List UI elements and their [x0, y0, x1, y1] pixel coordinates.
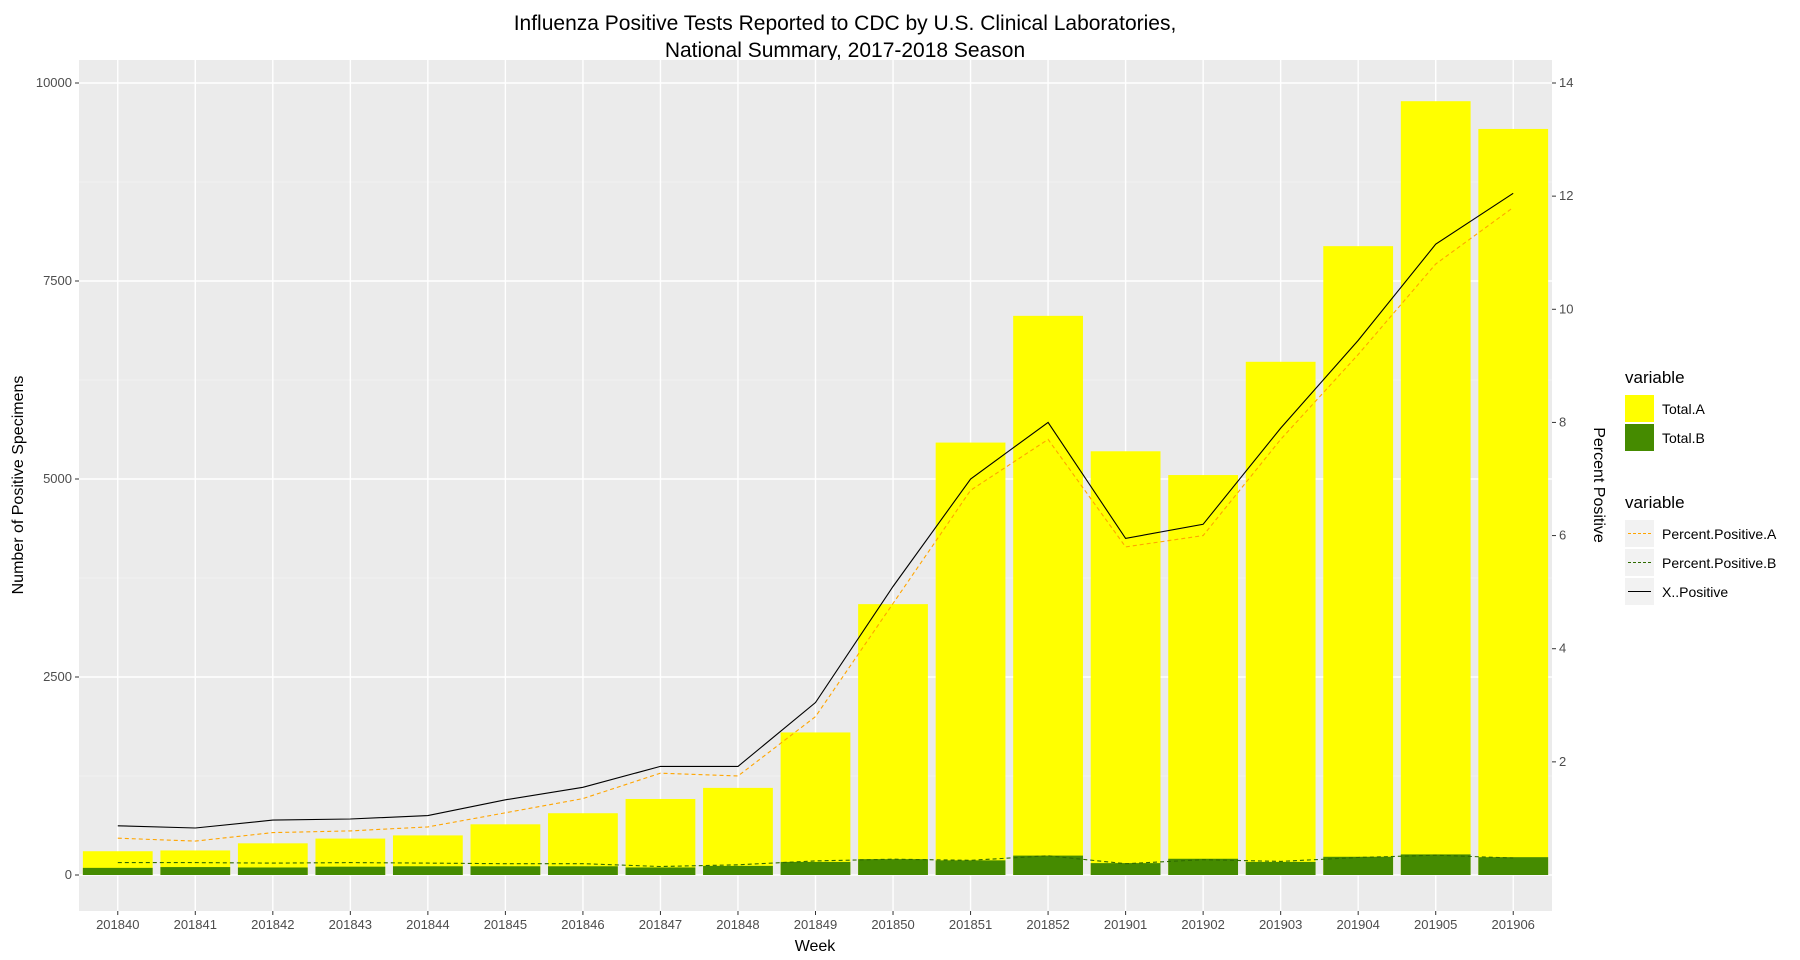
y2-axis-title: Percent Positive [1590, 427, 1607, 543]
bar-total-a-201848 [703, 787, 773, 875]
bar-total-a-201852 [1013, 315, 1083, 875]
x-tick-label-201851: 201851 [949, 917, 992, 932]
y2-tick-label: 6 [1559, 528, 1566, 543]
bar-total-b-201849 [780, 861, 851, 875]
legend-bars-title: variable [1625, 368, 1685, 387]
bar-total-b-201844 [392, 866, 463, 875]
bar-total-a-201847 [625, 798, 696, 875]
y-tick-label: 5000 [43, 471, 72, 486]
legend-lines-title: variable [1625, 493, 1685, 512]
legend-label-x-positive: X..Positive [1662, 583, 1729, 600]
legend-item-percent-positive-a: Percent.Positive.A [1625, 519, 1776, 548]
y2-tick-label: 12 [1559, 188, 1573, 203]
legend-label-percent-positive-b: Percent.Positive.B [1662, 554, 1777, 571]
x-tick-label-201850: 201850 [871, 917, 914, 932]
line-percent-positive-b [117, 854, 1514, 868]
x-tick-label-201902: 201902 [1181, 917, 1224, 932]
x-tick-label-201846: 201846 [561, 917, 604, 932]
y2-tick-label: 8 [1559, 414, 1566, 429]
legend-key-x-positive [1625, 578, 1654, 605]
bar-total-b-201851 [935, 860, 1006, 875]
x-tick-label-201849: 201849 [794, 917, 837, 932]
bar-total-b-201901 [1090, 863, 1161, 875]
bar-total-a-201850 [858, 604, 928, 875]
bar-total-b-201903 [1245, 861, 1316, 875]
chart-title-line2: National Summary, 2017-2018 Season [664, 39, 1026, 62]
bar-total-a-201905 [1400, 101, 1471, 875]
legend-lines: variable Percent.Positive.A Percent.Posi… [1625, 493, 1776, 606]
y2-tick-label: 14 [1559, 75, 1573, 90]
x-tick-label-201901: 201901 [1104, 917, 1147, 932]
x-tick-label-201845: 201845 [484, 917, 527, 932]
bar-total-b-201906 [1478, 857, 1549, 875]
x-axis-title: Week [795, 938, 837, 955]
bar-total-b-201902 [1168, 858, 1239, 875]
bar-total-a-201902 [1168, 475, 1239, 875]
bar-total-a-201849 [780, 732, 851, 875]
bar-total-b-201904 [1323, 856, 1394, 875]
bar-total-a-201903 [1245, 361, 1316, 875]
bar-total-b-201847 [625, 867, 696, 875]
bar-total-b-201843 [315, 866, 386, 875]
bar-total-a-201906 [1478, 128, 1549, 875]
bar-total-b-201848 [703, 865, 773, 875]
x-tick-label-201848: 201848 [716, 917, 759, 932]
legend-swatch-total-b [1625, 424, 1654, 451]
x-tick-label-201903: 201903 [1259, 917, 1302, 932]
y2-tick-label: 4 [1559, 641, 1566, 656]
line-percent-positive-a [117, 207, 1514, 842]
axes: 0 2500 5000 7500 10000 2 4 6 8 10 12 14 201840 201841… [36, 75, 1574, 932]
x-tick-label-201840: 201840 [96, 917, 139, 932]
legend-label-total-b: Total.B [1662, 429, 1705, 446]
legend-swatch-total-a [1625, 395, 1654, 422]
bar-total-a-201851 [935, 442, 1006, 875]
chart-title-line1: Influenza Positive Tests Reported to CDC… [513, 12, 1177, 35]
bar-total-b-201905 [1400, 854, 1471, 875]
legend-bars: variable Total.A Total.B [1625, 368, 1705, 452]
legend-item-total-b: Total.B [1625, 423, 1705, 452]
x-tick-label-201842: 201842 [251, 917, 294, 932]
bar-total-a-201901 [1090, 451, 1161, 875]
bar-total-b-201840 [82, 867, 153, 875]
legend-label-percent-positive-a: Percent.Positive.A [1662, 525, 1777, 542]
legend-label-total-a: Total.A [1662, 400, 1705, 417]
y-tick-label: 2500 [43, 669, 72, 684]
x-tick-label-201843: 201843 [329, 917, 372, 932]
bar-total-b-201842 [237, 867, 308, 875]
bar-total-b-201852 [1013, 855, 1083, 875]
bars [82, 101, 1549, 876]
y-tick-label: 10000 [36, 75, 72, 90]
legend-item-total-a: Total.A [1625, 394, 1705, 423]
bar-total-b-201845 [470, 866, 541, 875]
x-tick-label-201905: 201905 [1414, 917, 1457, 932]
x-tick-label-201844: 201844 [406, 917, 449, 932]
legend-key-percent-positive-b [1625, 549, 1654, 576]
y-axis-title: Number of Positive Specimens [10, 376, 27, 595]
bar-total-b-201841 [160, 867, 231, 875]
y-tick-label: 0 [65, 867, 72, 882]
line-x-positive [117, 192, 1514, 829]
chart-canvas: 0 2500 5000 7500 10000 2 4 6 8 10 12 14 201840 201841… [10, 60, 1607, 955]
legend-item-x-positive: X..Positive [1625, 577, 1776, 606]
x-tick-label-201847: 201847 [639, 917, 682, 932]
x-tick-label-201841: 201841 [174, 917, 217, 932]
x-tick-label-201852: 201852 [1026, 917, 1069, 932]
bar-total-b-201850 [858, 859, 928, 875]
bar-total-a-201904 [1323, 246, 1394, 876]
y-tick-label: 7500 [43, 273, 72, 288]
bar-total-a-201846 [548, 813, 618, 875]
bar-total-b-201846 [548, 866, 618, 875]
y2-tick-label: 2 [1559, 754, 1566, 769]
legend-key-percent-positive-a [1625, 520, 1654, 547]
x-tick-label-201906: 201906 [1492, 917, 1535, 932]
chart-title: Influenza Positive Tests Reported to CDC… [0, 10, 1690, 64]
y2-tick-label: 10 [1559, 301, 1573, 316]
series-lines [117, 192, 1514, 868]
legend-item-percent-positive-b: Percent.Positive.B [1625, 548, 1776, 577]
x-tick-label-201904: 201904 [1336, 917, 1379, 932]
